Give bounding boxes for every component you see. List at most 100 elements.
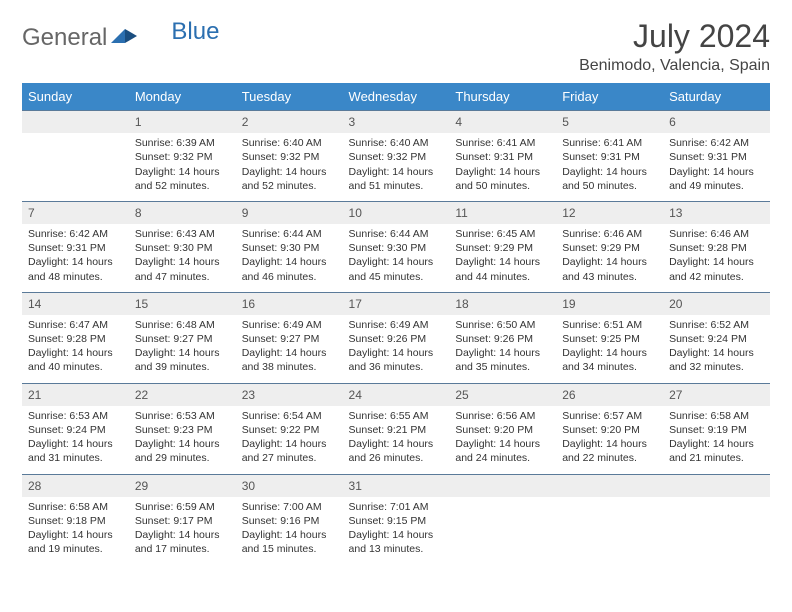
daylight-text: Daylight: 14 hours [669,255,764,269]
day-cell: Sunrise: 6:46 AMSunset: 9:29 PMDaylight:… [556,224,663,292]
sunset-text: Sunset: 9:24 PM [669,332,764,346]
daylight-text: and 52 minutes. [135,179,230,193]
sunset-text: Sunset: 9:16 PM [242,514,337,528]
sunset-text: Sunset: 9:25 PM [562,332,657,346]
sunrise-text: Sunrise: 6:58 AM [669,409,764,423]
sunrise-text: Sunrise: 6:46 AM [562,227,657,241]
sunrise-text: Sunrise: 6:50 AM [455,318,550,332]
daylight-text: Daylight: 14 hours [28,437,123,451]
day-cell: Sunrise: 6:39 AMSunset: 9:32 PMDaylight:… [129,133,236,201]
daylight-text: and 39 minutes. [135,360,230,374]
daylight-text: Daylight: 14 hours [562,437,657,451]
daylight-text: Daylight: 14 hours [135,437,230,451]
day-cell: Sunrise: 6:58 AMSunset: 9:19 PMDaylight:… [663,406,770,474]
sunrise-text: Sunrise: 6:43 AM [135,227,230,241]
daylight-text: Daylight: 14 hours [28,346,123,360]
day-number [663,474,770,497]
daylight-text: and 24 minutes. [455,451,550,465]
daylight-text: and 46 minutes. [242,270,337,284]
sunset-text: Sunset: 9:21 PM [349,423,444,437]
sunset-text: Sunset: 9:32 PM [135,150,230,164]
weekday-header: Wednesday [343,83,450,111]
daylight-text: and 38 minutes. [242,360,337,374]
day-cell: Sunrise: 6:51 AMSunset: 9:25 PMDaylight:… [556,315,663,383]
day-cell: Sunrise: 6:44 AMSunset: 9:30 PMDaylight:… [236,224,343,292]
daylight-text: and 17 minutes. [135,542,230,556]
daylight-text: Daylight: 14 hours [455,437,550,451]
content-row: Sunrise: 6:53 AMSunset: 9:24 PMDaylight:… [22,406,770,474]
daylight-text: and 40 minutes. [28,360,123,374]
daynum-row: 78910111213 [22,201,770,224]
day-number: 14 [22,292,129,315]
sunset-text: Sunset: 9:22 PM [242,423,337,437]
day-number: 26 [556,383,663,406]
day-number: 5 [556,111,663,134]
daylight-text: and 51 minutes. [349,179,444,193]
day-number: 3 [343,111,450,134]
daylight-text: Daylight: 14 hours [242,528,337,542]
daylight-text: Daylight: 14 hours [242,437,337,451]
daylight-text: and 35 minutes. [455,360,550,374]
daylight-text: Daylight: 14 hours [562,346,657,360]
day-cell: Sunrise: 6:59 AMSunset: 9:17 PMDaylight:… [129,497,236,565]
day-number: 30 [236,474,343,497]
day-number: 7 [22,201,129,224]
daylight-text: Daylight: 14 hours [349,528,444,542]
calendar-page: General Blue July 2024 Benimodo, Valenci… [0,0,792,583]
sunset-text: Sunset: 9:23 PM [135,423,230,437]
sunset-text: Sunset: 9:31 PM [28,241,123,255]
weekday-header: Thursday [449,83,556,111]
sunset-text: Sunset: 9:30 PM [349,241,444,255]
day-number: 10 [343,201,450,224]
sunset-text: Sunset: 9:28 PM [669,241,764,255]
daylight-text: Daylight: 14 hours [242,165,337,179]
sunrise-text: Sunrise: 6:54 AM [242,409,337,423]
day-cell: Sunrise: 6:56 AMSunset: 9:20 PMDaylight:… [449,406,556,474]
day-cell: Sunrise: 6:40 AMSunset: 9:32 PMDaylight:… [343,133,450,201]
day-number: 29 [129,474,236,497]
day-number [22,111,129,134]
daylight-text: and 48 minutes. [28,270,123,284]
content-row: Sunrise: 6:42 AMSunset: 9:31 PM Daylight:… [22,224,770,292]
sunrise-text: Sunrise: 6:49 AM [349,318,444,332]
daynum-row: 21222324252627 [22,383,770,406]
sunset-text: Sunset: 9:20 PM [562,423,657,437]
day-cell: Sunrise: 6:49 AMSunset: 9:26 PMDaylight:… [343,315,450,383]
day-cell: Sunrise: 6:53 AMSunset: 9:24 PMDaylight:… [22,406,129,474]
sunrise-text: Sunrise: 7:01 AM [349,500,444,514]
daylight-text: and 13 minutes. [349,542,444,556]
sunrise-text: Sunrise: 6:42 AM [28,227,123,241]
daylight-text: Daylight: 14 hours [349,346,444,360]
day-number: 27 [663,383,770,406]
day-cell: Sunrise: 6:41 AMSunset: 9:31 PMDaylight:… [556,133,663,201]
day-cell [22,133,129,201]
day-number: 2 [236,111,343,134]
day-cell: Sunrise: 6:50 AMSunset: 9:26 PMDaylight:… [449,315,556,383]
logo-icon [111,24,137,52]
day-number: 16 [236,292,343,315]
daylight-text: Daylight: 14 hours [669,165,764,179]
day-number: 28 [22,474,129,497]
day-cell: Sunrise: 6:44 AMSunset: 9:30 PMDaylight:… [343,224,450,292]
day-number: 8 [129,201,236,224]
calendar-table: Sunday Monday Tuesday Wednesday Thursday… [22,83,770,565]
daylight-text: Daylight: 14 hours [242,346,337,360]
day-cell: Sunrise: 6:43 AMSunset: 9:30 PMDaylight:… [129,224,236,292]
daylight-text: and 19 minutes. [28,542,123,556]
daynum-row: 28293031 [22,474,770,497]
day-cell: Sunrise: 6:42 AMSunset: 9:31 PMDaylight:… [22,224,129,292]
daylight-text: and 22 minutes. [562,451,657,465]
daylight-text: and 49 minutes. [669,179,764,193]
title-block: July 2024 Benimodo, Valencia, Spain [579,18,770,75]
daylight-text: Daylight: 14 hours [135,165,230,179]
daylight-text: and 50 minutes. [455,179,550,193]
sunrise-text: Sunrise: 6:44 AM [242,227,337,241]
day-number: 18 [449,292,556,315]
day-number: 20 [663,292,770,315]
sunset-text: Sunset: 9:32 PM [349,150,444,164]
logo: General Blue [22,18,219,52]
sunrise-text: Sunrise: 6:40 AM [242,136,337,150]
sunrise-text: Sunrise: 6:52 AM [669,318,764,332]
day-number: 11 [449,201,556,224]
daylight-text: Daylight: 14 hours [242,255,337,269]
